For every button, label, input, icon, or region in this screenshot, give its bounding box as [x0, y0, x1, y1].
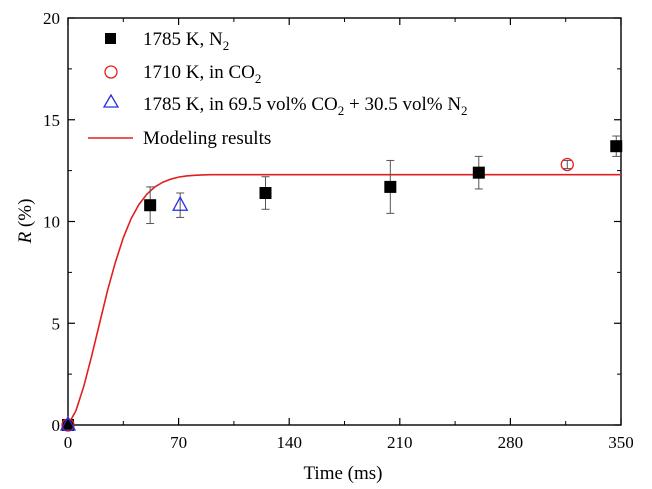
marker-square [384, 180, 397, 193]
legend-marker-triangle [102, 93, 120, 108]
y-tick-label: 20 [43, 9, 60, 28]
legend-entry-1: 1785 K, N2 [143, 29, 229, 53]
data-markers [59, 135, 623, 432]
x-tick-label: 280 [498, 433, 524, 452]
marker-circle [61, 418, 75, 432]
x-tick-label: 350 [608, 433, 634, 452]
legend-entry-3: 1785 K, in 69.5 vol% CO2 + 30.5 vol% N2 [143, 94, 468, 118]
y-tick-label: 5 [52, 314, 61, 333]
legend-marker-circle [104, 65, 118, 79]
marker-square [259, 187, 272, 200]
plot-axes: 0 70 140 210 280 350 0 5 10 15 20 [43, 9, 634, 452]
model-curve-path [67, 173, 621, 426]
x-tick-label: 140 [276, 433, 302, 452]
marker-square [144, 199, 157, 212]
marker-triangle [172, 195, 189, 211]
legend: 1785 K, N2 1710 K, in CO2 1785 K, in 69.… [88, 29, 468, 149]
marker-square [472, 166, 485, 179]
legend-entry-2: 1710 K, in CO2 [143, 62, 261, 86]
legend-marker-square [105, 33, 116, 44]
x-tick-label: 0 [64, 433, 73, 452]
x-tick-label: 70 [170, 433, 187, 452]
marker-circle [560, 157, 574, 172]
y-tick-label: 10 [43, 213, 60, 232]
y-tick-label: 15 [43, 111, 60, 130]
x-tick-label: 210 [387, 433, 413, 452]
model-curve [67, 173, 621, 426]
y-tick-label: 0 [52, 416, 61, 435]
x-axis-title: Time (ms) [303, 463, 382, 484]
marker-triangle [59, 415, 77, 431]
y-axis-title: R (%) [15, 199, 36, 245]
legend-entry-model: Modeling results [143, 128, 271, 149]
marker-square [610, 140, 623, 153]
